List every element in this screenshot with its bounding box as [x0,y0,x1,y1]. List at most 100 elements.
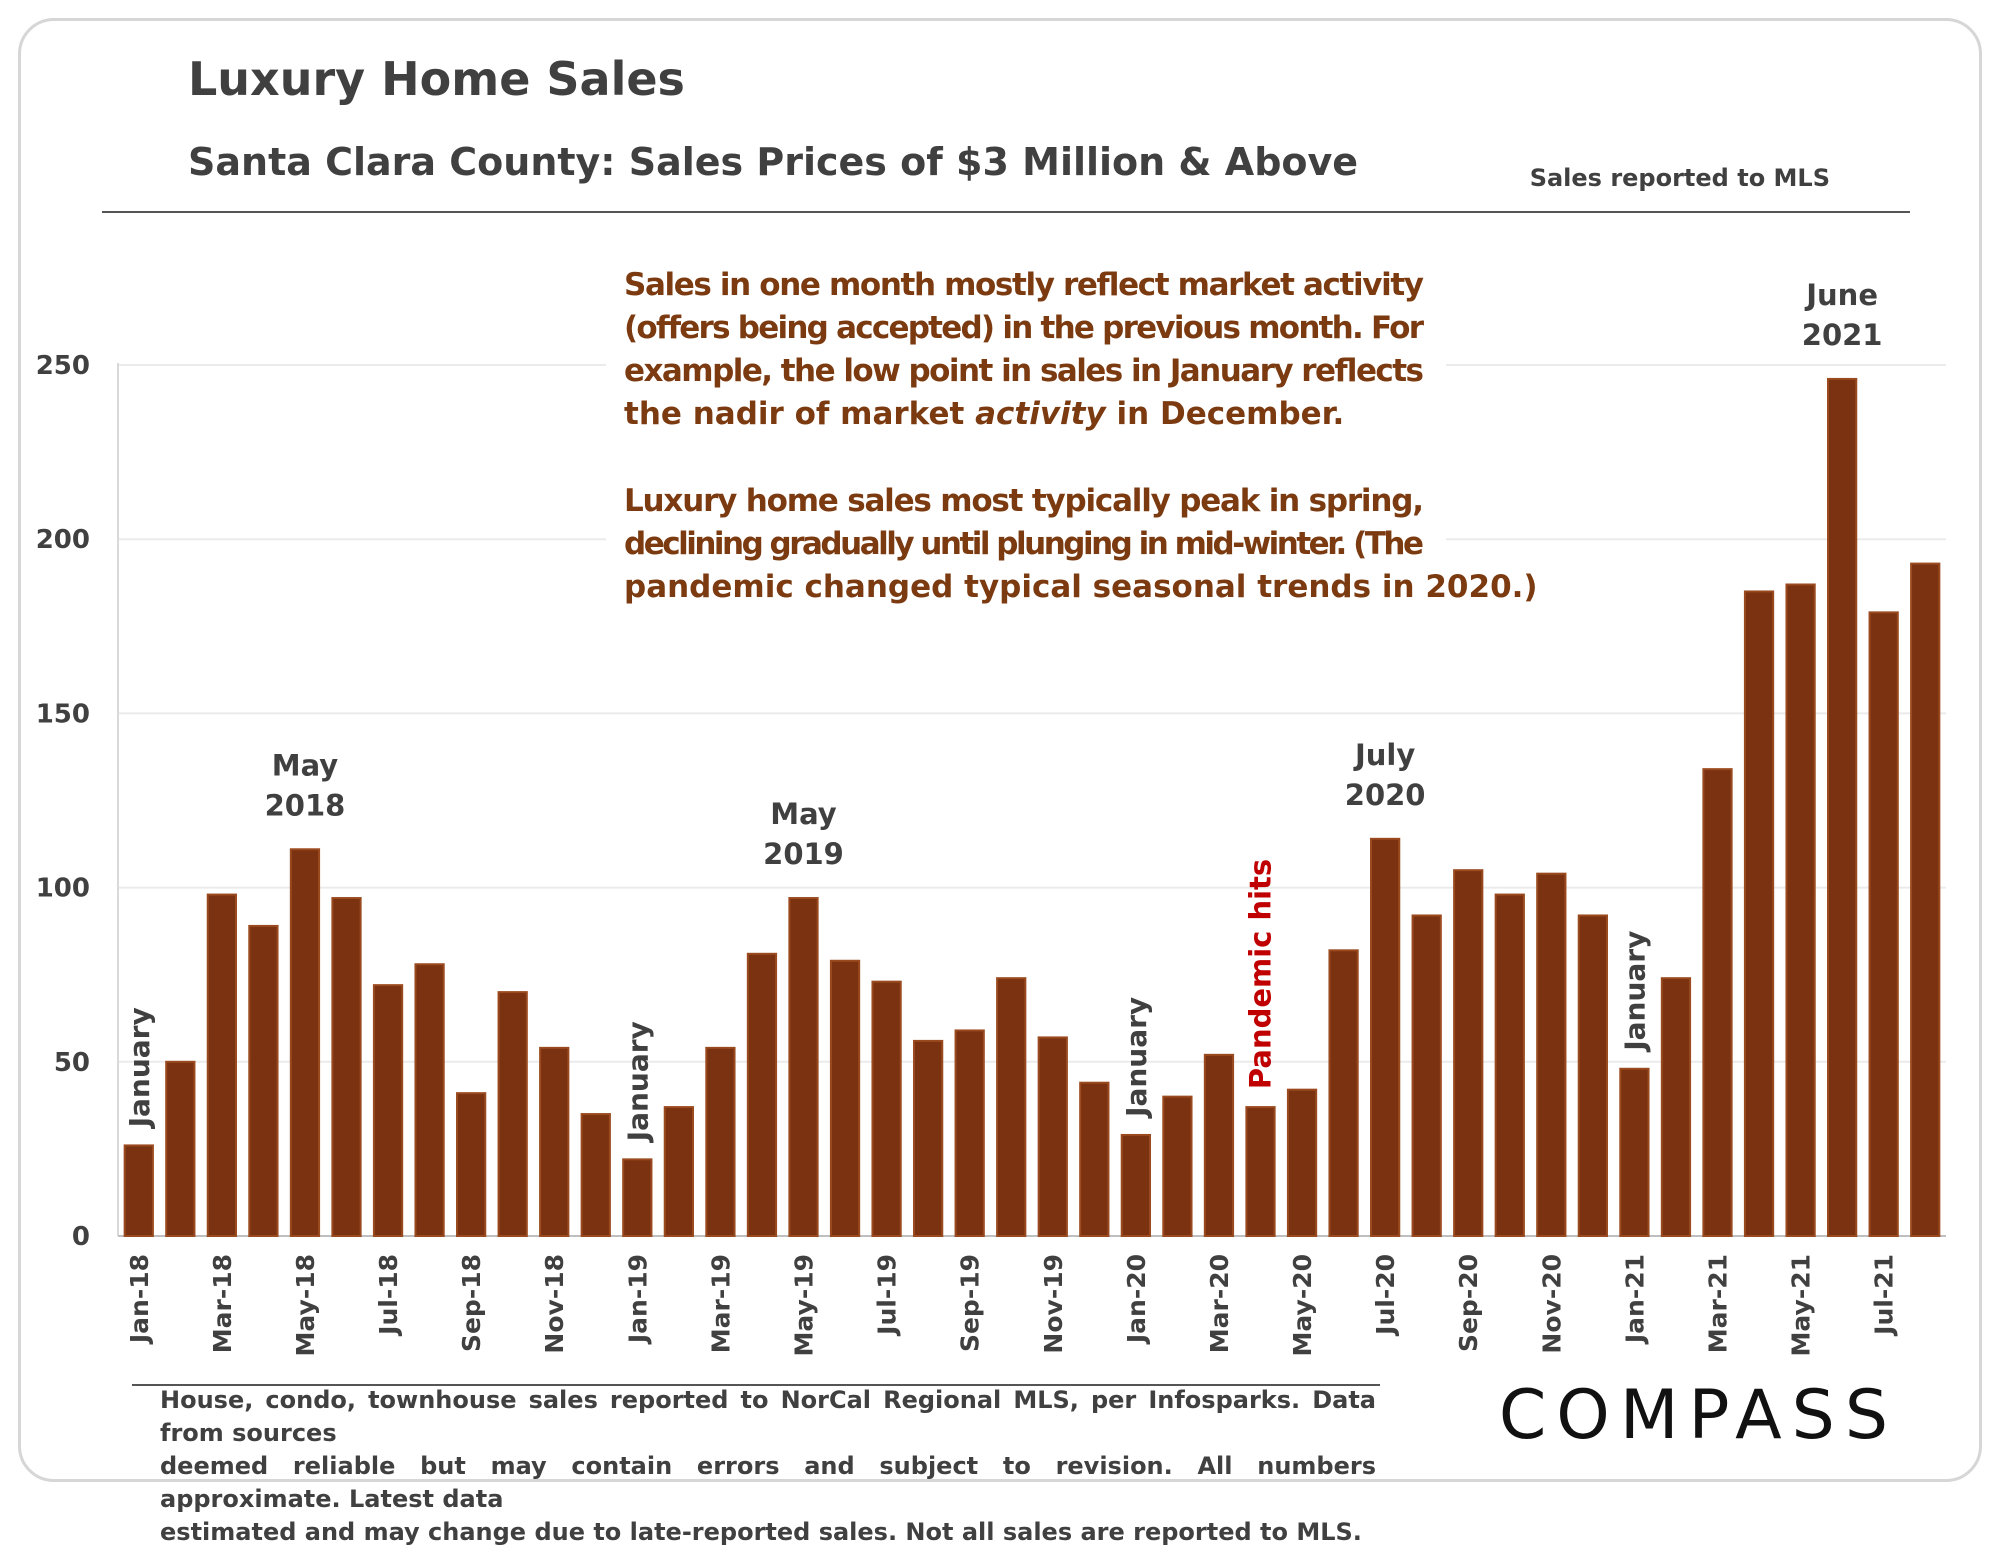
bar [1453,869,1484,1237]
annotation-line: example, the low point in sales in Janua… [624,353,1424,389]
y-tick-label: 250 [36,351,90,381]
bar [746,952,778,1238]
bar [1286,1088,1318,1237]
january-label: January [621,1021,654,1143]
peak-label: May [770,797,837,831]
bar [206,893,237,1237]
x-tick-label: May-18 [291,1254,320,1356]
bar [1743,590,1775,1237]
x-tick-label: Sep-19 [956,1254,985,1352]
bar [788,897,819,1237]
x-tick-label: Mar-21 [1704,1254,1733,1353]
x-tick-label: May-20 [1288,1254,1317,1356]
bar [871,980,902,1238]
y-tick-label: 100 [36,874,90,904]
bar [456,1092,487,1237]
x-tick-label: Jul-20 [1371,1254,1400,1337]
x-tick-label: Jan-20 [1122,1254,1151,1345]
bar [663,1106,694,1238]
bar [1785,583,1816,1237]
january-label: January [1120,997,1153,1119]
bar [622,1158,653,1238]
header-divider [102,211,1910,213]
peak-label: June [1804,278,1878,312]
x-tick-label: Jan-19 [623,1254,652,1345]
compass-logo: COMPASS [1498,1376,1898,1455]
source-note: Sales reported to MLS [1529,164,1830,192]
x-tick-label: Mar-19 [706,1254,735,1353]
bar [497,991,528,1237]
x-tick-label: May-19 [790,1254,819,1356]
january-label: January [1618,931,1651,1053]
peak-label-background [751,803,856,884]
bar [1910,562,1941,1237]
x-tick-label: Mar-18 [208,1254,237,1353]
annotation-line: the nadir of market activity in December… [624,396,1344,432]
x-tick-label: Sep-20 [1454,1254,1483,1352]
bar [1328,949,1359,1237]
peak-label-background [1790,283,1895,364]
annotation-line: (offers being accepted) in the previous … [624,310,1425,346]
peak-label: 2019 [763,837,844,871]
peak-label-background [252,754,357,835]
bar [913,1039,944,1237]
chart-subtitle: Santa Clara County: Sales Prices of $3 M… [188,140,1359,184]
x-tick-label: Jan-21 [1620,1254,1649,1345]
bar [1203,1053,1235,1238]
bar [123,1144,154,1238]
x-tick-label: Nov-20 [1537,1254,1566,1354]
bar [372,984,404,1237]
peak-label: 2020 [1345,778,1426,812]
bar [829,959,861,1237]
bar [1411,914,1442,1237]
footnote-line-3: estimated and may change due to late-rep… [160,1518,1362,1546]
annotation-line: pandemic changed typical seasonal trends… [624,569,1538,605]
x-tick-label: Nov-19 [1039,1254,1068,1354]
bar [539,1046,570,1238]
chart-title: Luxury Home Sales [188,52,685,106]
x-tick-label: Jan-18 [125,1254,154,1345]
peak-label-background [1333,743,1438,824]
bar [1702,768,1733,1237]
bar [705,1046,736,1238]
bar [414,963,445,1237]
x-tick-label: Jul-21 [1870,1254,1899,1337]
bar [954,1029,985,1237]
bar [331,897,362,1237]
x-tick-label: Sep-18 [457,1254,486,1352]
peak-label: 2018 [265,788,346,822]
y-tick-label: 50 [54,1048,90,1078]
annotation-line: declining gradually until plunging in mi… [624,526,1424,562]
x-tick-label: Mar-20 [1205,1254,1234,1353]
y-tick-label: 200 [36,525,90,555]
peak-label: May [272,748,339,782]
x-tick-label: Jul-19 [873,1254,902,1337]
annotation-line: Luxury home sales most typically peak in… [624,483,1424,519]
bar [1536,872,1567,1237]
bar [996,977,1027,1238]
january-label: January [123,1007,156,1129]
peak-label: July [1353,738,1415,772]
bar [1619,1067,1650,1237]
peak-label: 2021 [1802,318,1883,352]
bar [580,1113,611,1238]
bar [1370,837,1401,1237]
footnote-line-1: House, condo, townhouse sales reported t… [160,1386,1376,1447]
bar [1162,1095,1193,1238]
pandemic-hits-label: Pandemic hits [1244,859,1278,1089]
x-tick-label: Jul-18 [374,1254,403,1337]
bar-chart: 0 50 100 150 200 250 Jan-18 Mar-18 May-18 Jul-18 S… [35,255,1946,1357]
bar [1037,1036,1068,1237]
bar [1494,893,1525,1237]
bar [1660,977,1692,1238]
bar [1827,377,1858,1238]
annotation-background [606,255,1446,635]
bar [289,848,321,1237]
footer-divider [132,1384,1380,1386]
bar [1577,914,1608,1237]
y-tick-label: 150 [36,699,90,729]
bar [248,924,279,1237]
bar [1245,1106,1276,1238]
footnote: House, condo, townhouse sales reported t… [160,1384,1376,1549]
bar [1120,1133,1151,1237]
